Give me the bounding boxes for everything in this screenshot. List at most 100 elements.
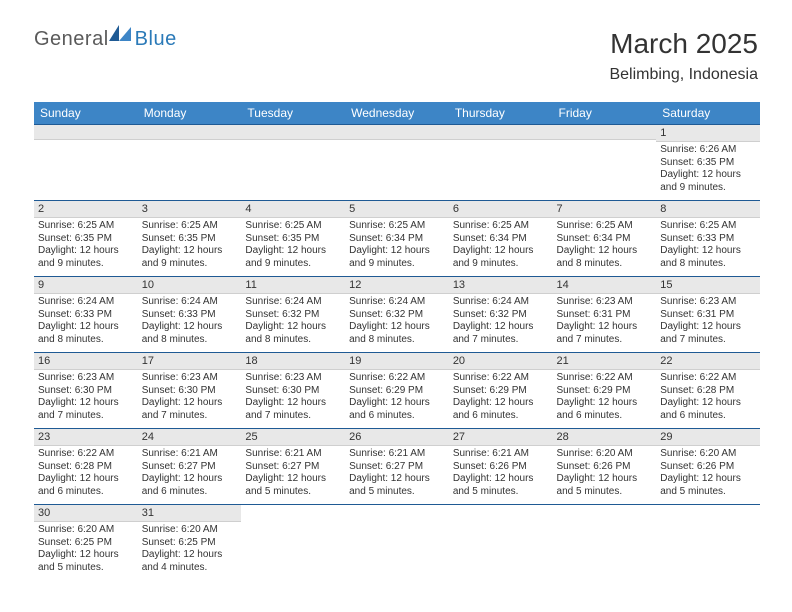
day-number: 4 [241,201,345,218]
weekday-header: Saturday [656,102,760,125]
day-body: Sunrise: 6:21 AMSunset: 6:27 PMDaylight:… [241,446,345,500]
day-body: Sunrise: 6:20 AMSunset: 6:25 PMDaylight:… [138,522,242,576]
daylight-text: Daylight: 12 hours and 9 minutes. [453,245,549,270]
sunrise-text: Sunrise: 6:20 AM [557,448,653,461]
calendar-week-row: 30Sunrise: 6:20 AMSunset: 6:25 PMDayligh… [34,505,760,581]
sunrise-text: Sunrise: 6:25 AM [245,220,341,233]
sunrise-text: Sunrise: 6:25 AM [660,220,756,233]
sunrise-text: Sunrise: 6:24 AM [453,296,549,309]
sunrise-text: Sunrise: 6:22 AM [38,448,134,461]
daylight-text: Daylight: 12 hours and 5 minutes. [349,473,445,498]
sunset-text: Sunset: 6:30 PM [38,385,134,398]
day-number: 31 [138,505,242,522]
sunrise-text: Sunrise: 6:25 AM [557,220,653,233]
calendar-day-cell [34,125,138,201]
calendar-day-cell: 14Sunrise: 6:23 AMSunset: 6:31 PMDayligh… [553,277,657,353]
daylight-text: Daylight: 12 hours and 6 minutes. [660,397,756,422]
sunrise-text: Sunrise: 6:21 AM [349,448,445,461]
day-body: Sunrise: 6:25 AMSunset: 6:34 PMDaylight:… [345,218,449,272]
day-body: Sunrise: 6:22 AMSunset: 6:29 PMDaylight:… [449,370,553,424]
day-number: 12 [345,277,449,294]
sunset-text: Sunset: 6:31 PM [557,309,653,322]
weekday-header: Thursday [449,102,553,125]
title-block: March 2025 Belimbing, Indonesia [609,28,758,84]
sunset-text: Sunset: 6:35 PM [245,233,341,246]
day-body: Sunrise: 6:23 AMSunset: 6:30 PMDaylight:… [138,370,242,424]
calendar-table: Sunday Monday Tuesday Wednesday Thursday… [34,102,760,581]
day-number: 24 [138,429,242,446]
sunset-text: Sunset: 6:26 PM [453,461,549,474]
day-number: 21 [553,353,657,370]
day-number: 13 [449,277,553,294]
calendar-day-cell: 19Sunrise: 6:22 AMSunset: 6:29 PMDayligh… [345,353,449,429]
day-number: 16 [34,353,138,370]
day-body: Sunrise: 6:23 AMSunset: 6:30 PMDaylight:… [34,370,138,424]
sunset-text: Sunset: 6:27 PM [142,461,238,474]
calendar-day-cell [138,125,242,201]
daylight-text: Daylight: 12 hours and 5 minutes. [453,473,549,498]
sunrise-text: Sunrise: 6:23 AM [142,372,238,385]
calendar-day-cell: 26Sunrise: 6:21 AMSunset: 6:27 PMDayligh… [345,429,449,505]
sunrise-text: Sunrise: 6:22 AM [557,372,653,385]
day-body: Sunrise: 6:21 AMSunset: 6:27 PMDaylight:… [138,446,242,500]
sunset-text: Sunset: 6:35 PM [38,233,134,246]
sunset-text: Sunset: 6:29 PM [557,385,653,398]
day-body: Sunrise: 6:25 AMSunset: 6:33 PMDaylight:… [656,218,760,272]
calendar-week-row: 9Sunrise: 6:24 AMSunset: 6:33 PMDaylight… [34,277,760,353]
day-body: Sunrise: 6:24 AMSunset: 6:33 PMDaylight:… [34,294,138,348]
sunset-text: Sunset: 6:28 PM [660,385,756,398]
daylight-text: Daylight: 12 hours and 5 minutes. [38,549,134,574]
page-header: General Blue March 2025 Belimbing, Indon… [0,0,792,92]
day-body: Sunrise: 6:21 AMSunset: 6:26 PMDaylight:… [449,446,553,500]
day-body: Sunrise: 6:26 AMSunset: 6:35 PMDaylight:… [656,142,760,196]
calendar-day-cell: 31Sunrise: 6:20 AMSunset: 6:25 PMDayligh… [138,505,242,581]
day-number: 9 [34,277,138,294]
daylight-text: Daylight: 12 hours and 8 minutes. [245,321,341,346]
empty-daynum [34,125,138,140]
calendar-day-cell [449,505,553,581]
calendar-day-cell: 18Sunrise: 6:23 AMSunset: 6:30 PMDayligh… [241,353,345,429]
sunset-text: Sunset: 6:32 PM [245,309,341,322]
calendar-day-cell [241,505,345,581]
calendar-day-cell: 12Sunrise: 6:24 AMSunset: 6:32 PMDayligh… [345,277,449,353]
sunrise-text: Sunrise: 6:22 AM [453,372,549,385]
calendar-day-cell: 3Sunrise: 6:25 AMSunset: 6:35 PMDaylight… [138,201,242,277]
daylight-text: Daylight: 12 hours and 6 minutes. [557,397,653,422]
sunrise-text: Sunrise: 6:24 AM [38,296,134,309]
sunset-text: Sunset: 6:32 PM [349,309,445,322]
calendar-day-cell: 6Sunrise: 6:25 AMSunset: 6:34 PMDaylight… [449,201,553,277]
sunset-text: Sunset: 6:29 PM [349,385,445,398]
calendar-week-row: 16Sunrise: 6:23 AMSunset: 6:30 PMDayligh… [34,353,760,429]
daylight-text: Daylight: 12 hours and 5 minutes. [557,473,653,498]
weekday-header: Monday [138,102,242,125]
day-number: 27 [449,429,553,446]
empty-daynum [553,505,657,520]
daylight-text: Daylight: 12 hours and 6 minutes. [142,473,238,498]
calendar-week-row: 2Sunrise: 6:25 AMSunset: 6:35 PMDaylight… [34,201,760,277]
day-number: 20 [449,353,553,370]
day-number: 26 [345,429,449,446]
calendar-day-cell: 20Sunrise: 6:22 AMSunset: 6:29 PMDayligh… [449,353,553,429]
sunrise-text: Sunrise: 6:24 AM [349,296,445,309]
daylight-text: Daylight: 12 hours and 6 minutes. [38,473,134,498]
daylight-text: Daylight: 12 hours and 4 minutes. [142,549,238,574]
day-number: 6 [449,201,553,218]
weekday-header-row: Sunday Monday Tuesday Wednesday Thursday… [34,102,760,125]
sunrise-text: Sunrise: 6:23 AM [660,296,756,309]
day-body: Sunrise: 6:22 AMSunset: 6:28 PMDaylight:… [34,446,138,500]
sunset-text: Sunset: 6:35 PM [142,233,238,246]
sunset-text: Sunset: 6:30 PM [142,385,238,398]
sunrise-text: Sunrise: 6:20 AM [142,524,238,537]
day-body: Sunrise: 6:20 AMSunset: 6:25 PMDaylight:… [34,522,138,576]
calendar-day-cell [449,125,553,201]
day-body: Sunrise: 6:23 AMSunset: 6:30 PMDaylight:… [241,370,345,424]
day-body: Sunrise: 6:20 AMSunset: 6:26 PMDaylight:… [656,446,760,500]
calendar-day-cell: 10Sunrise: 6:24 AMSunset: 6:33 PMDayligh… [138,277,242,353]
sunset-text: Sunset: 6:33 PM [142,309,238,322]
calendar-day-cell: 25Sunrise: 6:21 AMSunset: 6:27 PMDayligh… [241,429,345,505]
day-number: 8 [656,201,760,218]
empty-daynum [345,125,449,140]
sunset-text: Sunset: 6:34 PM [349,233,445,246]
day-number: 23 [34,429,138,446]
calendar-day-cell: 8Sunrise: 6:25 AMSunset: 6:33 PMDaylight… [656,201,760,277]
